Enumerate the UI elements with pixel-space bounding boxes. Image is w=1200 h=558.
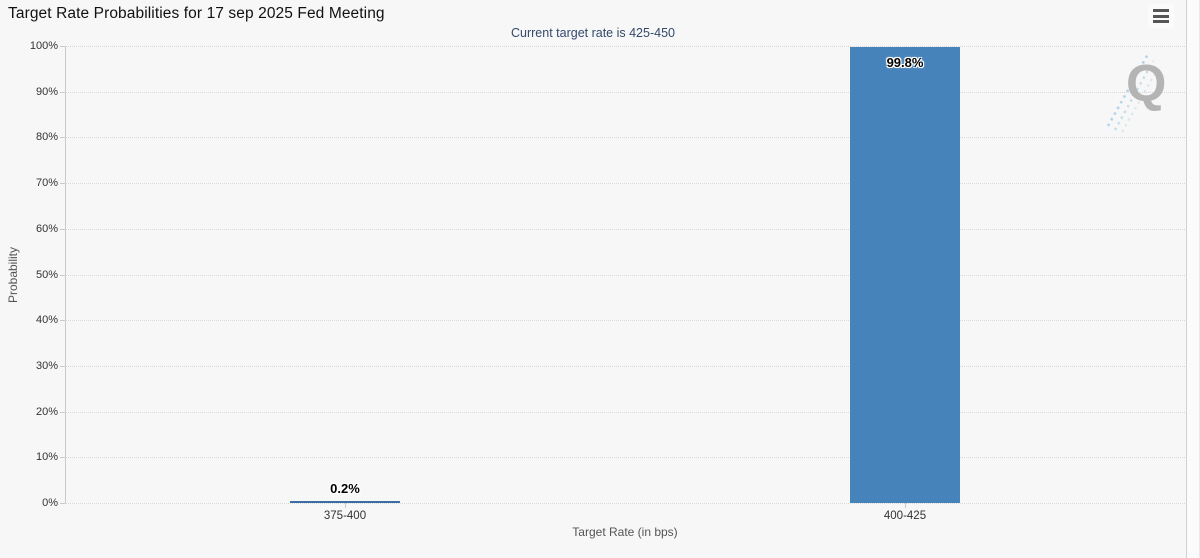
x-axis-label: 400-425 [883,510,927,522]
y-axis-label: 50% [35,269,58,281]
gridline [65,137,1185,138]
y-axis-tick [60,457,65,458]
y-axis-label: 40% [35,314,58,326]
y-axis-label: 70% [35,177,58,189]
y-axis-tick [60,137,65,138]
y-axis-label: 0% [42,497,58,509]
y-axis-tick [60,46,65,47]
bar-375-400[interactable] [290,501,400,503]
y-axis-tick [60,366,65,367]
x-axis-title: Target Rate (in bps) [572,525,678,539]
x-axis-label: 375-400 [323,510,367,522]
data-label-375-400: 0.2% [330,481,360,496]
chart-title: Target Rate Probabilities for 17 sep 202… [8,5,385,22]
hamburger-icon [1153,14,1169,18]
gridline [65,457,1185,458]
y-axis-tick [60,92,65,93]
y-axis-label: 60% [35,223,58,235]
y-axis-tick [60,183,65,184]
hamburger-icon [1153,20,1169,23]
vertical-scrollbar[interactable] [1186,0,1200,558]
y-axis-label: 80% [35,131,58,143]
gridline [65,183,1185,184]
y-axis-tick [60,320,65,321]
y-axis-line [65,46,66,503]
x-axis-tick [345,503,346,508]
gridline [65,229,1185,230]
y-axis-tick [60,229,65,230]
gridline [65,275,1185,276]
y-axis-tick [60,412,65,413]
bar-400-425[interactable] [850,47,960,503]
y-axis-label: 30% [35,360,58,372]
y-axis-label: 20% [35,406,58,418]
plot-area: 0.2% 375-400 99.8% 400-425 [60,46,1185,522]
gridline [65,92,1185,93]
y-axis-tick [60,503,65,504]
y-axis-label: 10% [35,451,58,463]
gridline [65,412,1185,413]
data-label-400-425: 99.8% [886,55,924,70]
chart-context-menu-button[interactable] [1148,4,1174,28]
gridline [65,366,1185,367]
chart-subtitle: Current target rate is 425-450 [511,26,675,40]
y-axis-label: 90% [35,86,58,98]
gridline [65,320,1185,321]
x-axis-tick [905,503,906,508]
gridline [65,503,1185,504]
hamburger-icon [1153,9,1169,12]
y-axis-label: 100% [29,40,58,52]
y-axis-tick [60,275,65,276]
gridline [65,46,1185,47]
